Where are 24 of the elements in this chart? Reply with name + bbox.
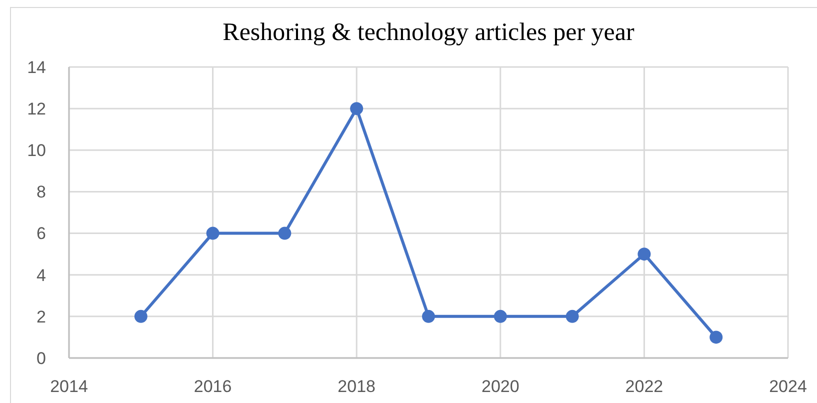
point: [710, 330, 723, 344]
y-tick-label: 6: [36, 224, 46, 244]
y-tick-label: 12: [27, 100, 46, 119]
y-tick-label: 10: [27, 141, 46, 160]
x-tick-label: 2014: [50, 377, 88, 396]
x-tick-label: 2022: [625, 377, 664, 396]
point: [350, 102, 364, 116]
y-tick-label: 2: [36, 307, 46, 326]
point: [422, 310, 435, 323]
x-tick-label: 2018: [338, 377, 376, 396]
point: [566, 310, 579, 323]
chart-title: Reshoring & technology articles per year: [222, 19, 636, 46]
point: [134, 310, 148, 323]
point: [278, 226, 292, 240]
y-tick-label: 14: [27, 58, 46, 77]
point: [206, 226, 220, 240]
point: [494, 310, 507, 323]
x-tick-label: 2020: [481, 377, 520, 396]
y-tick-label: 0: [36, 348, 46, 368]
point: [638, 248, 651, 261]
y-tick-label: 4: [36, 266, 46, 285]
x-tick-label: 2024: [769, 377, 807, 396]
y-tick-label: 8: [36, 182, 46, 202]
x-tick-label: 2016: [194, 377, 232, 396]
